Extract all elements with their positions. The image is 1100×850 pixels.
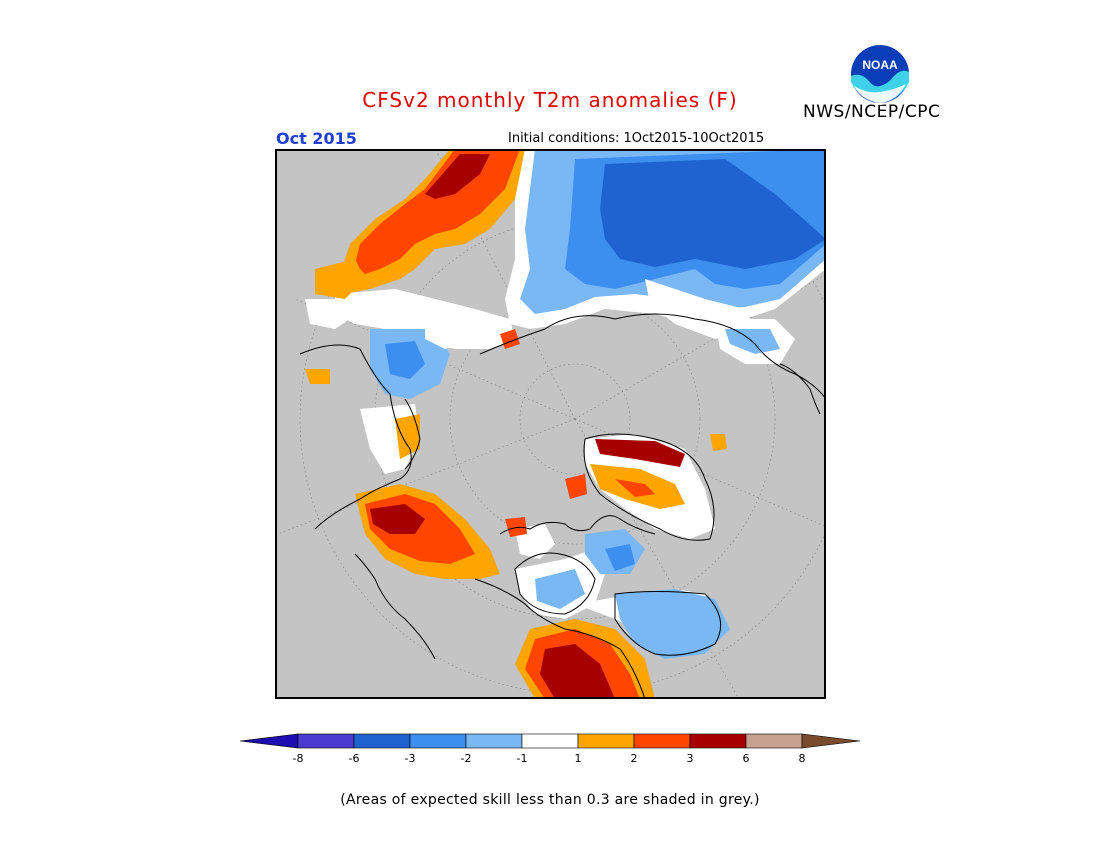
colorbar-bin <box>577 733 635 749</box>
colorbar-extend-low <box>239 733 299 749</box>
colorbar-tick-label: 3 <box>686 752 694 765</box>
noaa-logo: NOAA <box>849 43 911 105</box>
colorbar-labels: -8 -6 -3 -2 -1 1 2 3 6 8 <box>238 752 862 770</box>
colorbar-bin <box>689 733 747 749</box>
colorbar-bin <box>465 733 523 749</box>
colorbar-bin <box>297 733 355 749</box>
initial-conditions-label: Initial conditions: 1Oct2015-10Oct2015 <box>508 131 765 146</box>
colorbar-bin <box>633 733 691 749</box>
colorbar <box>239 733 861 749</box>
colorbar-bin <box>409 733 467 749</box>
colorbar-tick-label: -6 <box>348 752 360 765</box>
colorbar-bin <box>745 733 803 749</box>
greenland-anomalies <box>585 434 727 539</box>
colorbar-tick-label: -2 <box>460 752 472 765</box>
colorbar-bin <box>521 733 579 749</box>
eurasia-anomalies <box>305 149 826 474</box>
colorbar-bin <box>353 733 411 749</box>
north-america-anomalies <box>355 474 730 699</box>
map-border <box>275 149 826 699</box>
colorbar-tick-label: -1 <box>516 752 528 765</box>
colorbar-tick-label: 1 <box>574 752 582 765</box>
coastlines <box>299 313 826 699</box>
colorbar-extend-high <box>801 733 861 749</box>
colorbar-tick-label: 2 <box>630 752 638 765</box>
chart-title: CFSv2 monthly T2m anomalies (F) <box>362 88 738 112</box>
colorbar-tick-label: 8 <box>798 752 806 765</box>
noaa-logo-text: NOAA <box>862 58 898 72</box>
agency-label: NWS/NCEP/CPC <box>803 102 941 122</box>
colorbar-tick-label: -3 <box>404 752 416 765</box>
colorbar-tick-label: 6 <box>742 752 750 765</box>
anomaly-map <box>275 149 826 699</box>
skill-footnote: (Areas of expected skill less than 0.3 a… <box>340 792 760 808</box>
colorbar-tick-label: -8 <box>292 752 304 765</box>
forecast-month-label: Oct 2015 <box>276 129 357 148</box>
